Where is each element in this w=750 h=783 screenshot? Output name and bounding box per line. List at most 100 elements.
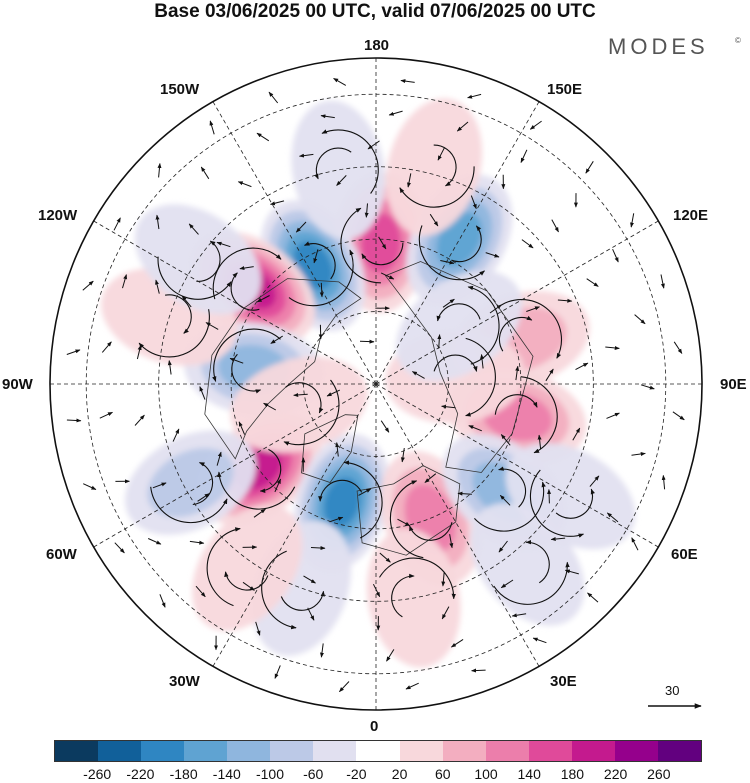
wind-arrow xyxy=(589,475,600,487)
wind-streamlines xyxy=(66,77,685,693)
colorbar-tick: -260 xyxy=(83,766,112,782)
wind-arrow xyxy=(255,621,261,636)
wind-arrow xyxy=(268,91,279,104)
wind-arrow xyxy=(521,239,534,249)
wind-arrow xyxy=(199,386,206,400)
wind-arrow xyxy=(673,341,683,354)
colorbar-tick: 220 xyxy=(603,766,628,782)
colorbar-segment xyxy=(657,741,701,761)
streamline xyxy=(283,379,340,446)
wind-arrow xyxy=(319,643,324,658)
coastline xyxy=(204,278,362,460)
lon-label-60e: 60E xyxy=(671,546,698,563)
streamline xyxy=(433,144,457,187)
wind-arrow xyxy=(500,434,511,446)
wind-arrow xyxy=(630,213,635,228)
lon-label-150w: 150W xyxy=(160,81,200,98)
wind-arrow xyxy=(532,637,547,644)
wind-arrow xyxy=(270,335,283,344)
streamline xyxy=(498,315,533,352)
wind-arrow xyxy=(631,537,639,551)
wind-arrow xyxy=(136,344,142,360)
colorbar-tick: 140 xyxy=(517,766,541,782)
wind-arrow xyxy=(181,295,192,308)
streamline xyxy=(164,294,192,334)
wind-arrow xyxy=(500,579,514,589)
meridian-line xyxy=(375,101,540,385)
wind-arrow xyxy=(256,132,270,142)
wind-arrow xyxy=(529,120,542,130)
lon-label-90e: 90E xyxy=(720,376,747,393)
modes-logo: MODES xyxy=(608,34,709,59)
wind-arrow xyxy=(197,493,210,502)
streamline xyxy=(361,242,404,266)
meridian-line xyxy=(375,383,659,548)
colorbar-tick: -220 xyxy=(126,766,155,782)
wind-arrow xyxy=(82,280,94,291)
streamline xyxy=(451,225,482,263)
wind-arrow xyxy=(380,420,390,433)
lon-label-150e: 150E xyxy=(547,81,583,98)
wind-arrow xyxy=(400,448,405,463)
streamline xyxy=(500,299,562,359)
streamline xyxy=(433,354,478,372)
wind-arrow xyxy=(66,349,81,355)
meridian-line xyxy=(93,220,377,385)
wind-arrow xyxy=(333,77,347,86)
wind-arrow xyxy=(295,221,307,233)
colorbar-tick-labels: -260 -220 -180 -140 -100 -60 -20 20 60 100 140 180 2… xyxy=(54,766,702,782)
colorbar xyxy=(54,740,702,762)
wind-arrow xyxy=(310,545,326,550)
wind-arrow xyxy=(440,260,455,265)
colorbar-tick: -60 xyxy=(303,766,324,782)
wind-arrow xyxy=(379,552,391,563)
streamline xyxy=(379,557,456,600)
meridian-line xyxy=(375,383,540,667)
wind-arrow xyxy=(159,594,166,608)
map-border xyxy=(49,57,703,711)
streamline xyxy=(418,225,485,281)
wind-arrow xyxy=(229,357,244,364)
wind-arrow xyxy=(441,606,450,620)
wind-arrow xyxy=(256,295,270,303)
wind-arrow xyxy=(380,272,395,280)
wind-arrow xyxy=(585,161,594,174)
lon-label-90w: 90W xyxy=(2,376,33,393)
lon-label-30w: 30W xyxy=(169,673,200,690)
wind-arrow xyxy=(515,365,520,381)
wind-arrow xyxy=(303,575,316,584)
streamline xyxy=(318,479,363,502)
streamline xyxy=(280,590,325,611)
wind-arrow xyxy=(152,482,167,489)
wind-arrow xyxy=(672,411,685,421)
wind-arrow xyxy=(66,418,82,423)
streamline xyxy=(494,394,538,415)
streamline xyxy=(303,241,336,280)
colorbar-segment xyxy=(55,741,99,761)
anomaly-low xyxy=(395,270,523,381)
lon-label-60w: 60W xyxy=(46,546,77,563)
wind-arrow xyxy=(526,306,540,312)
streamline xyxy=(224,571,269,591)
wind-arrow xyxy=(442,298,455,308)
streamline xyxy=(529,469,585,538)
wind-arrow xyxy=(511,613,527,618)
wind-arrow xyxy=(606,512,619,523)
wind-arrow xyxy=(468,425,482,432)
wind-arrow xyxy=(586,278,599,287)
colorbar-tick: -180 xyxy=(169,766,198,782)
colorbar-tick: 180 xyxy=(560,766,585,782)
streamline xyxy=(196,240,221,282)
anomaly-high xyxy=(386,98,483,236)
wind-arrow xyxy=(471,668,486,673)
streamline xyxy=(391,573,415,618)
wind-arrow xyxy=(660,274,665,289)
wind-arrow xyxy=(364,203,369,218)
wind-arrow xyxy=(326,389,341,397)
colorbar-segment xyxy=(614,741,658,761)
streamline xyxy=(212,247,282,300)
wind-arrow xyxy=(564,569,579,575)
wind-arrow xyxy=(329,516,344,523)
streamline xyxy=(493,561,570,605)
wind-arrow xyxy=(547,489,552,504)
